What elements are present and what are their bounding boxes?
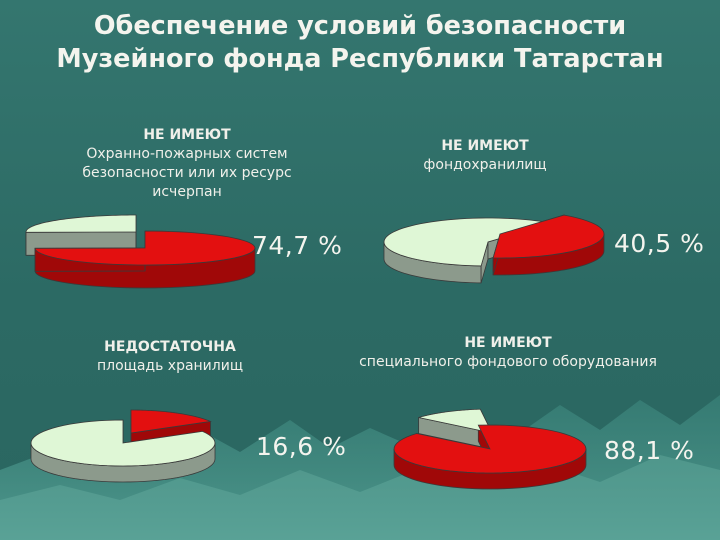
- title-line-2: Музейного фонда Республики Татарстан: [56, 44, 664, 74]
- chart-4-description: специального фондового оборудования: [359, 354, 657, 370]
- page-title: Обеспечение условий безопасности Музейно…: [0, 10, 720, 76]
- chart-4-heading: НЕ ИМЕЮТ: [464, 335, 552, 351]
- chart-2-value-label: 40,5 %: [614, 229, 705, 258]
- chart-1-heading: НЕ ИМЕЮТ: [143, 127, 231, 143]
- chart-3-value-label: 16,6 %: [256, 432, 347, 461]
- chart-4-slice-2-top: [418, 408, 493, 434]
- chart-2-description: фондохранилищ: [423, 157, 547, 173]
- chart-3-slice-1-top: [130, 409, 212, 434]
- chart-3-heading: НЕДОСТАТОЧНА: [104, 339, 236, 355]
- chart-1-description: Охранно-пожарных систем безопасности или…: [82, 146, 292, 200]
- chart-1-slice-1-top: [34, 230, 256, 266]
- chart-4-label: НЕ ИМЕЮТ специального фондового оборудов…: [318, 334, 698, 372]
- chart-4-slice-1-top: [393, 424, 587, 474]
- chart-4-value-label: 88,1 %: [604, 436, 695, 465]
- chart-3-slice-2-top: [30, 419, 216, 467]
- chart-2-heading: НЕ ИМЕЮТ: [441, 138, 529, 154]
- chart-1-slice-2-top: [25, 214, 137, 233]
- title-line-1: Обеспечение условий безопасности: [93, 11, 627, 41]
- chart-1-value-label: 74,7 %: [252, 231, 343, 260]
- chart-2-label: НЕ ИМЕЮТ фондохранилищ: [370, 137, 600, 175]
- chart-2-slice-2-top: [383, 217, 553, 267]
- chart-3-label: НЕДОСТАТОЧНА площадь хранилищ: [60, 338, 280, 376]
- chart-2-slice-1-top: [492, 214, 605, 259]
- chart-1-label: НЕ ИМЕЮТ Охранно-пожарных систем безопас…: [50, 126, 324, 202]
- chart-3-description: площадь хранилищ: [96, 358, 244, 374]
